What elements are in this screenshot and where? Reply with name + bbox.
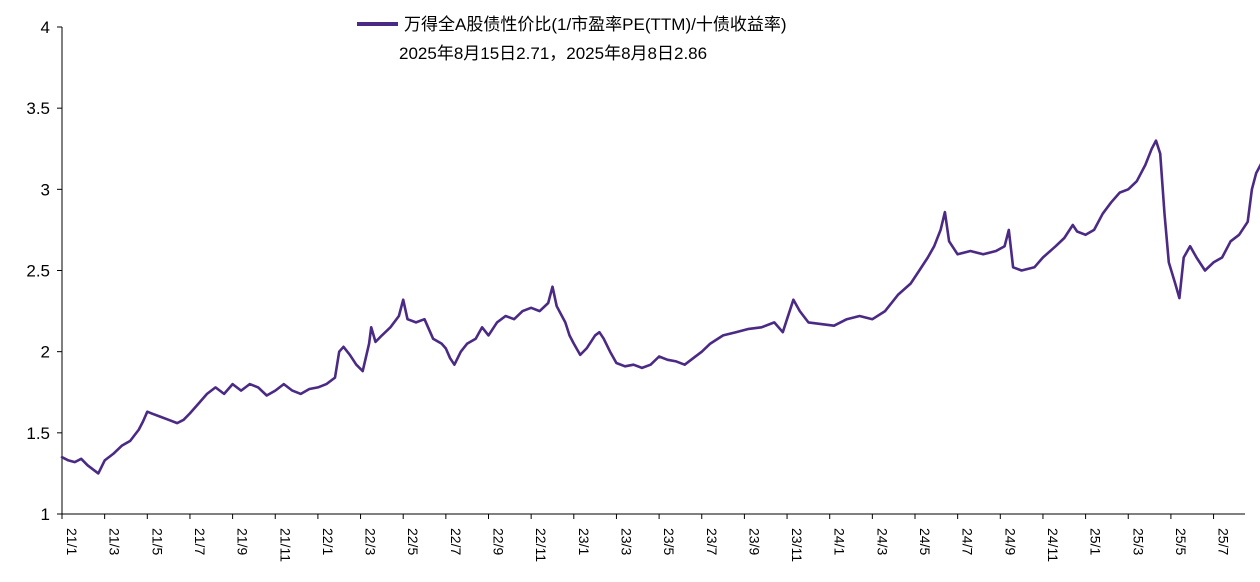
x-tick-label: 23/11 <box>789 528 805 562</box>
x-tick-label: 24/5 <box>917 528 933 555</box>
x-tick-label: 21/1 <box>64 528 80 555</box>
x-tick-label: 24/1 <box>832 528 848 555</box>
x-tick-label: 23/3 <box>618 528 634 555</box>
x-tick-label: 24/9 <box>1002 528 1018 555</box>
y-tick-label: 4 <box>41 18 50 37</box>
legend: 万得全A股债性价比(1/市盈率PE(TTM)/十债收益率) 2025年8月15日… <box>357 15 787 63</box>
x-tick-label: 25/5 <box>1173 528 1189 555</box>
y-tick-label: 2 <box>41 343 50 362</box>
x-tick-label: 24/7 <box>960 528 976 555</box>
x-tick-label: 25/1 <box>1088 528 1104 555</box>
legend-label: 万得全A股债性价比(1/市盈率PE(TTM)/十债收益率) <box>404 15 787 34</box>
x-tick-label: 23/5 <box>661 528 677 555</box>
x-tick-label: 22/3 <box>363 528 379 555</box>
x-ticks: 21/1 21/3 21/5 21/7 21/9 21/11 22/1 22/3 22/5 22/… <box>61 514 1232 562</box>
x-tick-label: 22/11 <box>533 528 549 562</box>
legend-annotation: 2025年8月15日2.71，2025年8月8日2.86 <box>399 44 707 63</box>
series-line-0 <box>60 139 1260 475</box>
x-tick-label: 21/3 <box>107 528 123 555</box>
y-tick-label: 3 <box>41 180 50 199</box>
series-group <box>60 139 1260 475</box>
x-tick-label: 21/11 <box>277 528 293 562</box>
x-tick-label: 24/11 <box>1045 528 1061 562</box>
x-tick-label: 22/1 <box>320 528 336 555</box>
x-tick-label: 22/9 <box>491 528 507 555</box>
x-tick-label: 23/7 <box>704 528 720 555</box>
x-tick-label: 21/9 <box>235 528 251 555</box>
y-tick-label: 1.5 <box>26 424 50 443</box>
x-tick-label: 23/9 <box>746 528 762 555</box>
x-tick-label: 25/7 <box>1216 528 1232 555</box>
x-tick-label: 21/5 <box>149 528 165 555</box>
x-tick-label: 25/3 <box>1130 528 1146 555</box>
x-tick-label: 23/1 <box>576 528 592 555</box>
x-tick-label: 22/7 <box>448 528 464 555</box>
x-tick-label: 24/3 <box>874 528 890 555</box>
x-tick-label: 22/5 <box>405 528 421 555</box>
y-tick-label: 2.5 <box>26 262 50 281</box>
x-tick-label: 21/7 <box>192 528 208 555</box>
y-tick-label: 1 <box>41 505 50 524</box>
y-tick-label: 3.5 <box>26 99 50 118</box>
y-ticks: 1 1.5 2 2.5 3 3.5 4 <box>26 18 62 524</box>
